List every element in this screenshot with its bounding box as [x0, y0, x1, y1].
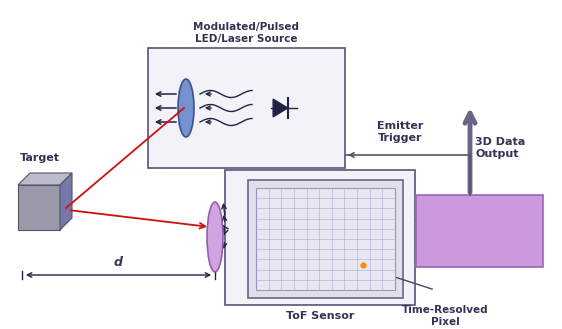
- Bar: [248, 180, 403, 298]
- Polygon shape: [273, 99, 288, 117]
- FancyBboxPatch shape: [416, 195, 543, 267]
- Polygon shape: [18, 173, 72, 185]
- Bar: [148, 48, 345, 168]
- Ellipse shape: [207, 202, 223, 272]
- Bar: [256, 188, 395, 290]
- Text: ToF Sensor: ToF Sensor: [286, 311, 354, 321]
- Polygon shape: [60, 173, 72, 230]
- Text: d: d: [114, 256, 123, 268]
- Text: Target: Target: [20, 153, 60, 163]
- Polygon shape: [18, 185, 60, 230]
- Text: Sensor Control
and Interface: Sensor Control and Interface: [438, 220, 520, 242]
- Ellipse shape: [178, 79, 194, 137]
- Text: 3D Data
Output: 3D Data Output: [475, 137, 525, 159]
- Text: Modulated/Pulsed
LED/Laser Source: Modulated/Pulsed LED/Laser Source: [193, 22, 300, 44]
- Text: Time-Resolved
Pixel: Time-Resolved Pixel: [402, 305, 488, 327]
- Bar: [225, 170, 415, 305]
- Text: Emitter
Trigger: Emitter Trigger: [377, 121, 423, 143]
